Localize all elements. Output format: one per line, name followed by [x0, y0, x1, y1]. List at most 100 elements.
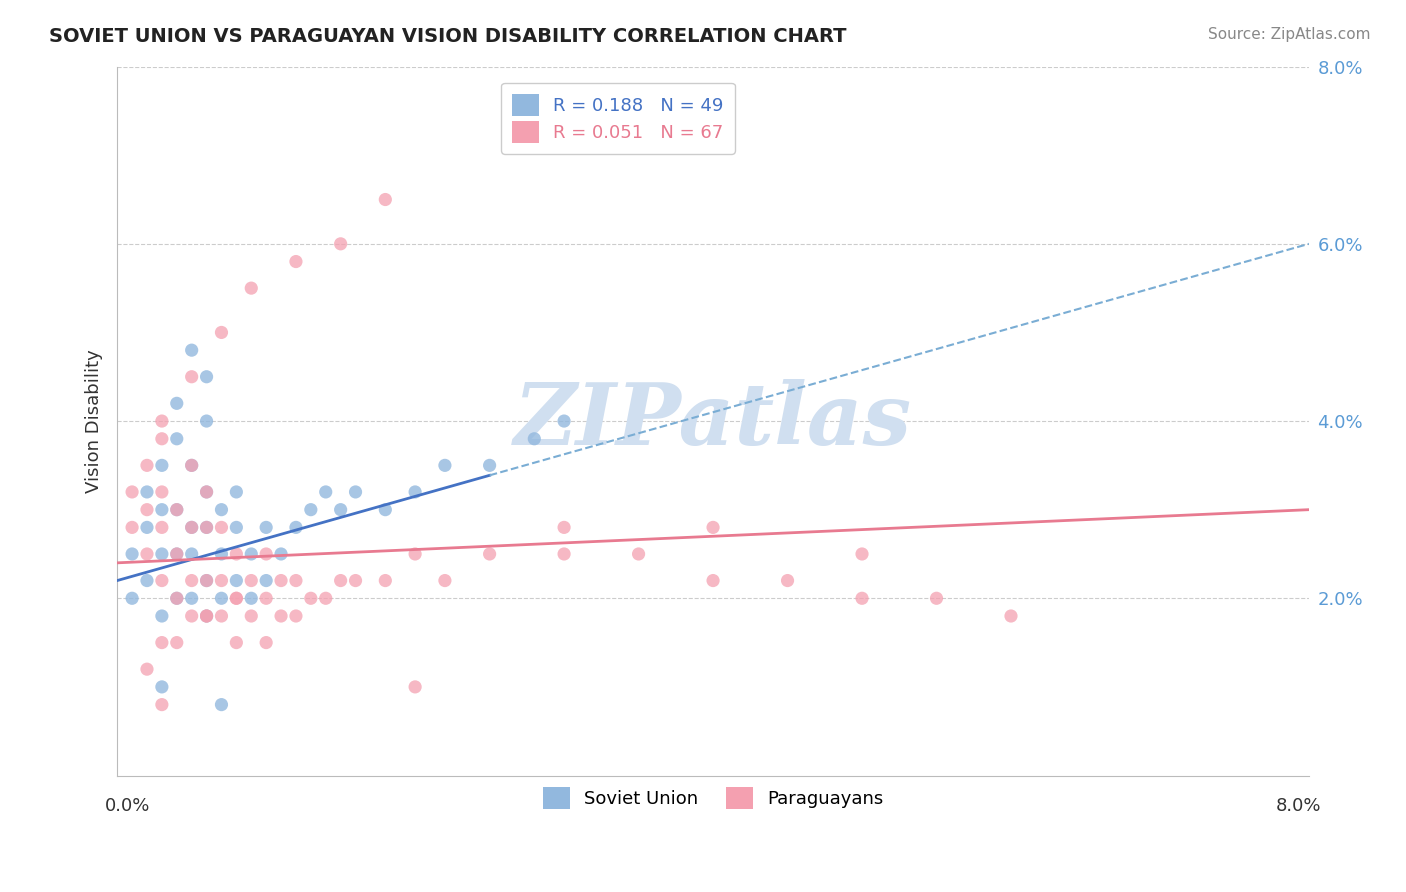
Point [240, 574, 263, 588]
Point [240, 591, 263, 606]
Point [225, 520, 247, 534]
Point [284, 254, 307, 268]
Point [270, 574, 292, 588]
Point [433, 574, 456, 588]
Point [166, 396, 188, 410]
Point [211, 502, 233, 516]
Point [195, 574, 218, 588]
Point [1000, 609, 1022, 624]
Point [851, 547, 873, 561]
Point [180, 458, 202, 473]
Point [315, 485, 337, 500]
Point [299, 502, 322, 516]
Point [150, 609, 173, 624]
Y-axis label: Vision Disability: Vision Disability [86, 349, 103, 493]
Point [136, 547, 159, 561]
Point [404, 680, 426, 694]
Point [180, 609, 202, 624]
Point [478, 547, 501, 561]
Point [195, 485, 218, 500]
Point [254, 520, 277, 534]
Point [284, 520, 307, 534]
Point [150, 574, 173, 588]
Point [195, 574, 218, 588]
Point [225, 547, 247, 561]
Point [195, 369, 218, 384]
Point [344, 485, 367, 500]
Point [329, 502, 352, 516]
Point [374, 193, 396, 207]
Point [195, 520, 218, 534]
Point [136, 502, 159, 516]
Legend: Soviet Union, Paraguayans: Soviet Union, Paraguayans [536, 780, 890, 816]
Point [180, 520, 202, 534]
Point [478, 458, 501, 473]
Point [211, 574, 233, 588]
Point [150, 520, 173, 534]
Point [121, 591, 143, 606]
Point [851, 591, 873, 606]
Point [166, 591, 188, 606]
Point [150, 458, 173, 473]
Point [166, 591, 188, 606]
Point [195, 520, 218, 534]
Text: 8.0%: 8.0% [1275, 797, 1320, 815]
Point [150, 635, 173, 649]
Point [270, 609, 292, 624]
Point [225, 485, 247, 500]
Point [180, 458, 202, 473]
Point [180, 591, 202, 606]
Text: 0.0%: 0.0% [105, 797, 150, 815]
Point [150, 485, 173, 500]
Point [121, 520, 143, 534]
Point [195, 609, 218, 624]
Point [136, 458, 159, 473]
Point [553, 520, 575, 534]
Text: ZIPatlas: ZIPatlas [515, 379, 912, 463]
Point [553, 547, 575, 561]
Point [225, 574, 247, 588]
Point [150, 414, 173, 428]
Point [254, 635, 277, 649]
Point [702, 520, 724, 534]
Point [180, 574, 202, 588]
Point [254, 574, 277, 588]
Point [329, 236, 352, 251]
Point [374, 502, 396, 516]
Point [195, 609, 218, 624]
Point [136, 485, 159, 500]
Point [553, 414, 575, 428]
Point [702, 574, 724, 588]
Point [195, 485, 218, 500]
Point [627, 547, 650, 561]
Point [136, 662, 159, 676]
Point [136, 574, 159, 588]
Point [211, 698, 233, 712]
Text: SOVIET UNION VS PARAGUAYAN VISION DISABILITY CORRELATION CHART: SOVIET UNION VS PARAGUAYAN VISION DISABI… [49, 27, 846, 45]
Point [404, 547, 426, 561]
Point [211, 609, 233, 624]
Point [180, 520, 202, 534]
Point [225, 591, 247, 606]
Point [404, 485, 426, 500]
Point [433, 458, 456, 473]
Point [150, 502, 173, 516]
Text: Source: ZipAtlas.com: Source: ZipAtlas.com [1208, 27, 1371, 42]
Point [225, 635, 247, 649]
Point [240, 547, 263, 561]
Point [150, 680, 173, 694]
Point [270, 547, 292, 561]
Point [329, 574, 352, 588]
Point [240, 609, 263, 624]
Point [299, 591, 322, 606]
Point [166, 502, 188, 516]
Point [121, 485, 143, 500]
Point [166, 635, 188, 649]
Point [211, 591, 233, 606]
Point [150, 547, 173, 561]
Point [344, 574, 367, 588]
Point [284, 609, 307, 624]
Point [166, 547, 188, 561]
Point [225, 591, 247, 606]
Point [180, 343, 202, 358]
